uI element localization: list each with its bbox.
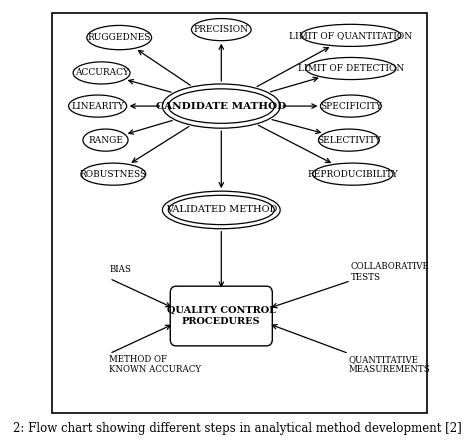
- Ellipse shape: [69, 95, 127, 117]
- FancyBboxPatch shape: [170, 286, 273, 346]
- Text: 2: Flow chart showing different steps in analytical method development [2]: 2: Flow chart showing different steps in…: [13, 422, 461, 435]
- Ellipse shape: [319, 129, 379, 151]
- Ellipse shape: [320, 95, 381, 117]
- Text: BIAS: BIAS: [109, 265, 131, 274]
- Ellipse shape: [163, 191, 280, 229]
- Ellipse shape: [73, 62, 130, 84]
- Text: QUANTITATIVE
MEASUREMENTS: QUANTITATIVE MEASUREMENTS: [349, 355, 431, 374]
- Text: SELECTIVITY: SELECTIVITY: [317, 136, 381, 145]
- Ellipse shape: [312, 163, 393, 185]
- Text: QUALITY CONTROL
PROCEDURES: QUALITY CONTROL PROCEDURES: [167, 306, 276, 326]
- Text: LINEARITY: LINEARITY: [71, 102, 124, 110]
- Ellipse shape: [163, 84, 280, 128]
- Ellipse shape: [168, 89, 274, 123]
- Text: ACCURACY: ACCURACY: [74, 69, 128, 77]
- Text: LIMIT OF QUANTITATION: LIMIT OF QUANTITATION: [289, 31, 412, 40]
- Ellipse shape: [87, 25, 152, 50]
- Text: METHOD OF
KNOWN ACCURACY: METHOD OF KNOWN ACCURACY: [109, 355, 201, 374]
- Ellipse shape: [168, 195, 274, 225]
- Ellipse shape: [191, 19, 251, 41]
- Text: COLLABORATIVE
TESTS: COLLABORATIVE TESTS: [351, 262, 429, 282]
- Text: LIMIT OF DETECTION: LIMIT OF DETECTION: [298, 64, 404, 73]
- Text: ROBUSTNESS: ROBUSTNESS: [80, 170, 147, 179]
- Ellipse shape: [301, 24, 401, 46]
- Text: SPECIFICITY: SPECIFICITY: [320, 102, 382, 110]
- Text: RANGE: RANGE: [88, 136, 123, 145]
- Text: CANDIDATE MATHOD: CANDIDATE MATHOD: [156, 102, 286, 110]
- Ellipse shape: [83, 129, 128, 151]
- Text: PRECISION: PRECISION: [194, 25, 249, 34]
- Text: REPRODUCIBILITY: REPRODUCIBILITY: [307, 170, 398, 179]
- Text: VALIDATED METHOD: VALIDATED METHOD: [165, 206, 277, 214]
- Text: RUGGEDNES: RUGGEDNES: [88, 33, 151, 42]
- Ellipse shape: [81, 163, 146, 185]
- FancyBboxPatch shape: [53, 13, 428, 413]
- Ellipse shape: [306, 57, 396, 80]
